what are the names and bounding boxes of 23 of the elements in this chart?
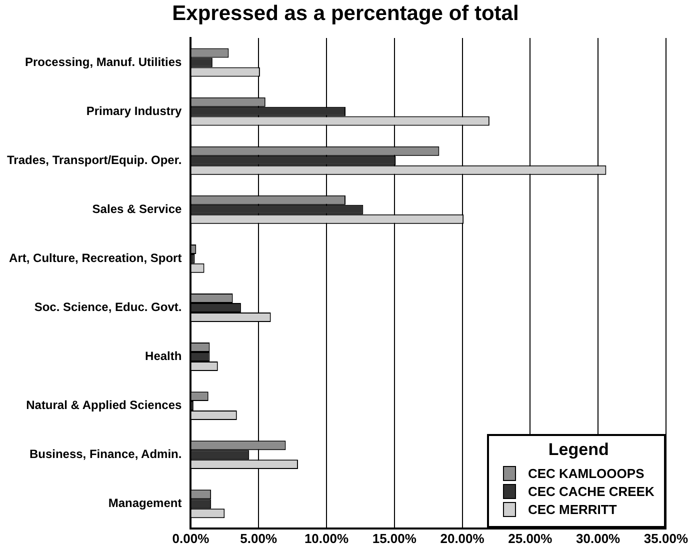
y-tick-label: Art, Culture, Recreation, Sport	[9, 250, 182, 265]
y-tick-label: Soc. Science, Educ. Govt.	[34, 300, 182, 314]
x-tick-label: 35.00%	[644, 530, 688, 546]
x-tick-label: 25.00%	[508, 530, 553, 546]
y-tick-label: Sales & Service	[92, 202, 182, 216]
x-tick-label: 5.00%	[240, 530, 278, 546]
x-tick-label: 15.00%	[372, 530, 417, 546]
y-tick-label: Trades, Transport/Equip. Oper.	[6, 152, 182, 167]
y-tick-label: Primary Industry	[86, 104, 182, 118]
x-tick-label: 0.00%	[172, 530, 210, 546]
y-tick-label: Business, Finance, Admin.	[29, 447, 182, 462]
x-tick-label: 30.00%	[576, 530, 621, 546]
y-tick-label: Processing, Manuf. Utilities	[25, 54, 182, 69]
x-tick-label: 10.00%	[304, 530, 349, 546]
chart-title: Expressed as a percentage of total	[171, 2, 520, 26]
x-tick-label: 20.00%	[440, 530, 485, 546]
legend-label: CEC MERRITT	[528, 502, 617, 518]
y-tick-label: Health	[145, 349, 182, 364]
y-tick-label: Natural & Applied Sciences	[26, 398, 182, 412]
legend-title: Legend	[547, 440, 610, 460]
y-tick-label: Management	[108, 496, 182, 510]
legend-label: CEC CACHE CREEK	[528, 484, 654, 500]
legend-label: CEC KAMLOOOPS	[528, 466, 644, 482]
